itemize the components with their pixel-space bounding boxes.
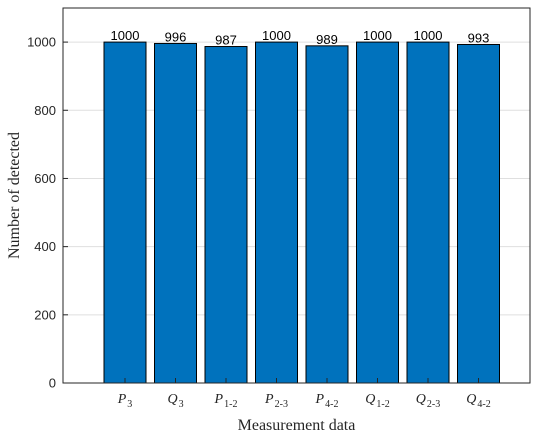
bar <box>406 41 450 384</box>
data-labels: 1000 996 987 1000 989 1000 1000 993 <box>111 28 490 47</box>
y-tick-label: 200 <box>34 307 56 322</box>
x-tick-label: P3 <box>117 392 133 410</box>
x-tick-label: Q4-2 <box>466 392 490 410</box>
x-tick-label-subscript: 2-3 <box>427 399 440 410</box>
x-tick-label-base: Q <box>416 392 426 407</box>
x-tick-label-subscript: 2-3 <box>275 399 288 410</box>
x-tick-label-subscript: 1-2 <box>224 399 237 410</box>
x-tick-label: Q2-3 <box>416 392 440 410</box>
bar <box>255 41 298 384</box>
x-tick-label: P4-2 <box>315 392 339 410</box>
bar <box>356 41 399 384</box>
x-tick-label: Q3 <box>167 392 183 410</box>
plot-frame <box>62 7 531 384</box>
x-tick-label-base: P <box>315 392 325 407</box>
x-tick-label: P1-2 <box>214 392 238 410</box>
y-tick-label: 1000 <box>27 35 56 50</box>
bar-value-label: 1000 <box>111 28 140 43</box>
bar-value-label: 996 <box>165 29 187 44</box>
y-tick-label: 800 <box>34 103 56 118</box>
x-tick-label: Q1-2 <box>365 392 389 410</box>
bar-value-label: 993 <box>468 30 490 45</box>
bar-value-label: 1000 <box>363 28 392 43</box>
x-tick-label-subscript: 3 <box>179 399 184 410</box>
axes <box>62 7 531 384</box>
x-tick-label-base: Q <box>365 392 375 407</box>
bar-value-label: 1000 <box>414 28 443 43</box>
bars <box>103 41 500 384</box>
bar-value-label: 1000 <box>262 28 291 43</box>
bar-value-label: 987 <box>215 33 237 48</box>
y-axis-title: Number of detected <box>6 132 23 259</box>
x-tick-label-base: Q <box>466 392 476 407</box>
x-tick-label-subscript: 4-2 <box>477 399 490 410</box>
x-tick-label: P2-3 <box>264 392 288 410</box>
y-tick-label: 400 <box>34 239 56 254</box>
x-axis-title: Measurement data <box>238 417 356 434</box>
bar <box>204 46 248 384</box>
y-tick-label: 600 <box>34 171 56 186</box>
bar <box>154 42 197 384</box>
x-tick-label-base: Q <box>167 392 177 407</box>
x-tick-label-subscript: 3 <box>127 399 132 410</box>
x-tick-label-subscript: 1-2 <box>376 399 389 410</box>
y-tick-labels: 0 200 400 600 800 1000 <box>27 35 68 391</box>
bar <box>103 41 147 384</box>
bar <box>305 45 349 384</box>
x-tick-label-base: P <box>264 392 274 407</box>
x-tick-labels: P3 Q3 P1-2 P2-3 P4-2 Q1-2 Q2-3 Q4-2 <box>117 378 491 410</box>
bar <box>457 43 500 384</box>
bar-value-label: 989 <box>316 32 338 47</box>
x-tick-label-base: P <box>214 392 224 407</box>
x-tick-label-base: P <box>117 392 127 407</box>
x-tick-label-subscript: 4-2 <box>325 399 338 410</box>
y-tick-label: 0 <box>49 376 56 391</box>
